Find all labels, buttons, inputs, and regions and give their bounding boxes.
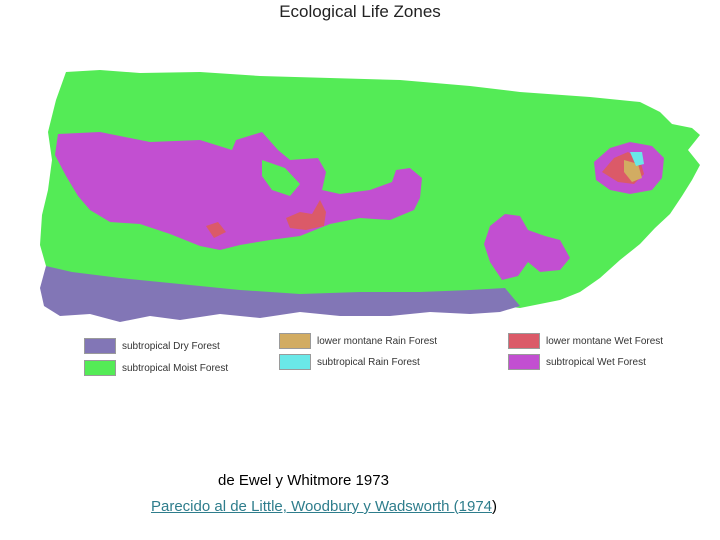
zone-moist-inclusion <box>262 160 300 196</box>
legend-label: lower montane Rain Forest <box>317 335 438 347</box>
legend-item-wet: subtropical Wet Forest <box>508 354 646 370</box>
legend-swatch <box>508 333 540 349</box>
zone-lower-montane-wet-central <box>286 200 326 230</box>
legend-swatch <box>84 360 116 376</box>
reference-line: Parecido al de Little, Woodbury y Wadswo… <box>151 498 497 515</box>
legend-swatch <box>279 333 311 349</box>
reference-link-text: Parecido al de Little, Woodbury y Wadswo… <box>151 498 459 515</box>
map-title: Ecological Life Zones <box>279 2 441 21</box>
zone-subtropical-wet-forest-east <box>484 214 570 280</box>
legend-label: subtropical Rain Forest <box>317 356 420 368</box>
zone-lower-montane-wet-west <box>206 222 226 238</box>
legend-item-moist: subtropical Moist Forest <box>84 360 228 376</box>
source-credit: de Ewel y Whitmore 1973 <box>218 472 389 489</box>
legend-swatch <box>508 354 540 370</box>
legend-item-rain: subtropical Rain Forest <box>279 354 420 370</box>
legend-label: lower montane Wet Forest <box>546 335 664 347</box>
reference-link-year: 1974 <box>458 498 493 515</box>
legend-item-lower-rain: lower montane Rain Forest <box>279 333 437 349</box>
legend-label: subtropical Wet Forest <box>546 356 646 368</box>
legend-item-lower-wet: lower montane Wet Forest <box>508 333 663 349</box>
reference-link[interactable]: Parecido al de Little, Woodbury y Wadswo… <box>151 498 492 515</box>
reference-suffix: ) <box>492 498 498 515</box>
zone-subtropical-wet-forest-central <box>55 132 422 250</box>
legend-label: subtropical Dry Forest <box>122 340 220 352</box>
legend-label: subtropical Moist Forest <box>122 362 229 374</box>
legend-swatch <box>84 338 116 354</box>
zone-subtropical-dry-forest <box>40 266 520 322</box>
zone-subtropical-rain <box>630 152 644 166</box>
legend-swatch <box>279 354 311 370</box>
legend-item-dry: subtropical Dry Forest <box>84 338 220 354</box>
